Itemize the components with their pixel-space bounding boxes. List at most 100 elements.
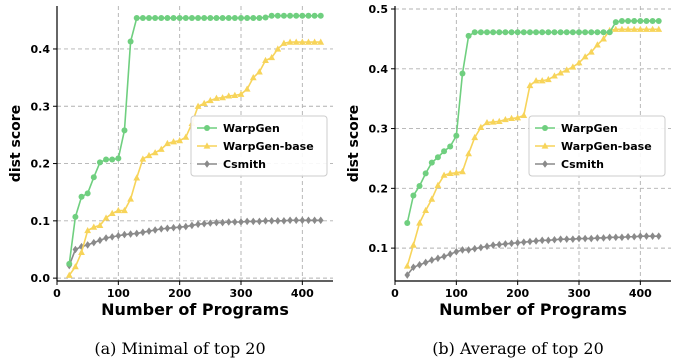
data-point — [139, 15, 146, 22]
data-point — [207, 15, 214, 22]
data-point — [563, 29, 570, 36]
series-warpgen — [404, 17, 662, 227]
data-point — [287, 216, 293, 225]
data-point — [164, 15, 171, 22]
data-point — [115, 231, 122, 240]
data-point — [84, 241, 91, 249]
x-tick-label: 100 — [445, 287, 468, 300]
data-point — [545, 236, 552, 245]
data-point — [72, 245, 79, 254]
data-point — [410, 192, 417, 199]
data-point — [429, 256, 435, 264]
data-point — [244, 15, 251, 22]
data-point — [631, 232, 637, 241]
data-point — [490, 29, 497, 36]
data-point — [441, 252, 447, 261]
legend: WarpGen WarpGen-base Csmith — [528, 115, 666, 177]
data-point — [243, 85, 251, 92]
data-point — [133, 15, 140, 22]
data-point — [195, 15, 202, 22]
chart-average-top20: 0 100 200 300 400 0.1 0.2 0.3 0.4 0.5 Number of Pr… — [346, 3, 671, 358]
data-point — [514, 29, 521, 36]
data-point — [459, 167, 466, 175]
data-point — [649, 17, 656, 24]
data-point — [317, 216, 324, 225]
data-point — [219, 218, 226, 227]
data-point — [422, 170, 429, 177]
data-point — [422, 206, 430, 214]
y-tick-label: 0.5 — [369, 3, 389, 16]
data-point — [545, 29, 552, 36]
data-point — [551, 29, 558, 36]
legend-swatch-marker — [204, 125, 210, 131]
data-point — [262, 56, 269, 64]
data-point — [569, 29, 576, 36]
data-point — [286, 38, 294, 45]
data-point — [182, 15, 189, 22]
data-point — [280, 39, 288, 46]
data-point — [538, 77, 546, 84]
data-point — [238, 15, 244, 22]
legend-box — [528, 115, 666, 177]
data-point — [72, 263, 79, 270]
data-point — [152, 15, 159, 22]
legend-swatch-marker — [203, 142, 211, 149]
data-point — [188, 15, 195, 22]
data-point — [225, 15, 232, 22]
data-point — [311, 12, 318, 19]
data-point — [539, 29, 546, 36]
data-point — [225, 218, 232, 226]
data-point — [452, 169, 460, 176]
data-point — [182, 133, 190, 140]
data-point — [127, 230, 134, 238]
data-point — [102, 214, 110, 221]
data-point — [502, 240, 509, 248]
data-point — [459, 70, 466, 77]
data-point — [66, 260, 73, 267]
data-point — [281, 217, 287, 225]
data-point — [618, 25, 626, 32]
legend-label: WarpGen — [223, 122, 280, 135]
data-point — [551, 72, 558, 79]
data-point — [410, 263, 417, 272]
data-point — [557, 235, 564, 243]
legend-label: WarpGen-base — [561, 140, 652, 153]
data-point — [65, 271, 73, 278]
data-point — [311, 216, 318, 225]
data-point — [631, 17, 638, 24]
data-point — [496, 240, 503, 249]
data-point — [249, 74, 257, 81]
data-point — [404, 271, 411, 279]
data-point — [403, 262, 411, 269]
data-point — [453, 247, 460, 256]
data-point — [200, 99, 208, 106]
data-point — [72, 213, 79, 220]
data-point — [465, 150, 472, 157]
data-point — [588, 234, 595, 243]
x-tick-label: 0 — [391, 287, 399, 300]
data-point — [232, 218, 238, 226]
data-point — [195, 220, 201, 229]
data-point — [600, 35, 607, 42]
data-point — [619, 233, 625, 242]
series-warpgen-base — [403, 25, 663, 269]
panel-caption: (b) Average of top 20 — [432, 339, 604, 358]
data-point — [268, 53, 276, 61]
legend-swatch-marker — [541, 142, 549, 149]
data-point — [231, 15, 238, 22]
data-point — [206, 96, 214, 104]
data-point — [84, 226, 92, 234]
data-point — [551, 235, 558, 244]
data-point — [146, 15, 152, 22]
series-line — [68, 219, 321, 266]
data-point — [219, 15, 226, 22]
data-point — [274, 12, 281, 19]
y-tick-label: 0.3 — [31, 100, 51, 113]
data-point — [176, 15, 183, 22]
legend-swatch-marker — [542, 125, 548, 131]
data-point — [544, 75, 552, 83]
data-point — [152, 226, 158, 234]
data-point — [256, 217, 263, 226]
data-point — [237, 90, 245, 97]
